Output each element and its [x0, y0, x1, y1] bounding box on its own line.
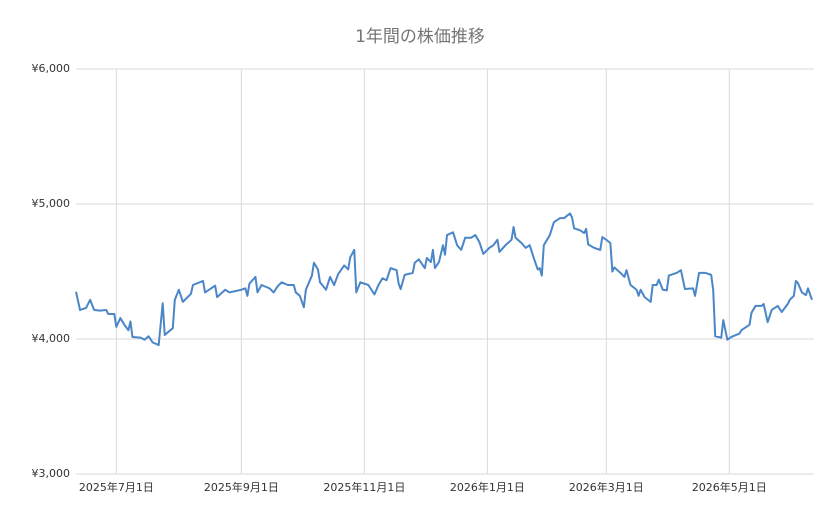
y-tick-label: ¥5,000 — [32, 197, 71, 210]
chart-title: 1年間の株価推移 — [355, 27, 485, 47]
y-tick-label: ¥6,000 — [32, 62, 71, 75]
x-tick-label: 2025年11月1日 — [323, 480, 405, 494]
x-tick-label: 2025年9月1日 — [204, 480, 279, 494]
y-tick-label: ¥3,000 — [32, 467, 71, 480]
x-tick-label: 2026年1月1日 — [450, 480, 525, 494]
x-tick-label: 2026年3月1日 — [569, 480, 644, 494]
price-line — [75, 212, 813, 347]
y-tick-label: ¥4,000 — [32, 332, 71, 345]
x-tick-label: 2026年5月1日 — [692, 480, 767, 494]
x-tick-label: 2025年7月1日 — [79, 480, 154, 494]
